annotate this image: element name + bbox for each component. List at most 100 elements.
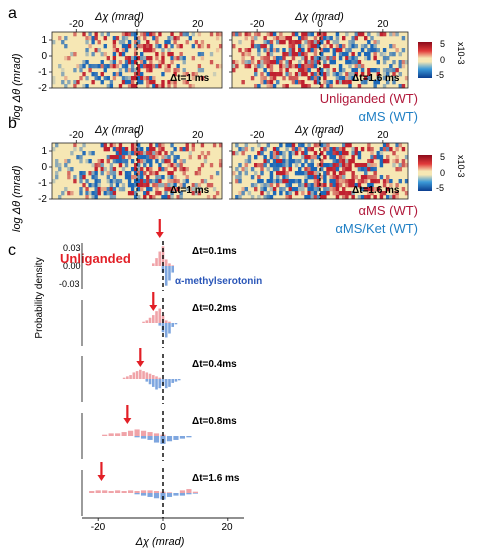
heatmap-cell bbox=[130, 159, 135, 164]
heatmap-cell bbox=[149, 159, 153, 164]
heatmap-cell bbox=[121, 52, 126, 57]
heatmap-cell bbox=[335, 167, 340, 172]
heatmap-cell bbox=[401, 60, 406, 65]
heatmap-cell bbox=[244, 36, 249, 41]
heatmap-cell bbox=[241, 187, 245, 192]
heatmap-cell bbox=[100, 60, 104, 65]
heatmap-cell bbox=[310, 171, 315, 176]
heatmap-cell bbox=[263, 163, 267, 168]
heatmap-cell bbox=[266, 84, 271, 89]
heatmap-cell bbox=[254, 84, 258, 89]
heatmap-cell bbox=[323, 36, 327, 41]
heatmap-cell bbox=[73, 143, 77, 148]
bar-ams bbox=[164, 266, 168, 286]
heatmap-cell bbox=[392, 191, 396, 196]
heatmap-cell bbox=[291, 64, 296, 69]
heatmap-cell bbox=[395, 191, 399, 196]
heatmap-cell bbox=[313, 80, 318, 85]
heatmap-cell bbox=[197, 155, 202, 160]
heatmap-cell bbox=[323, 143, 327, 148]
heatmap-cell bbox=[260, 191, 264, 196]
heatmap-cell bbox=[91, 52, 95, 57]
heatmap-cell bbox=[133, 183, 138, 188]
heatmap-cell bbox=[58, 163, 62, 168]
heatmap-cell bbox=[109, 195, 114, 200]
heatmap-cell bbox=[127, 171, 132, 176]
heatmap-cell bbox=[370, 151, 374, 156]
heatmap-cell bbox=[67, 56, 71, 61]
heatmap-cell bbox=[133, 195, 138, 200]
heatmap-cell bbox=[263, 80, 267, 85]
heatmap-cell bbox=[254, 44, 258, 49]
heatmap-cell bbox=[112, 76, 117, 81]
heatmap-cell bbox=[360, 167, 365, 172]
heatmap-cell bbox=[140, 155, 144, 160]
bar-unliganded bbox=[168, 321, 171, 323]
heatmap-cell bbox=[112, 48, 117, 53]
heatmap-cell bbox=[143, 151, 147, 156]
heatmap-cell bbox=[106, 32, 110, 37]
bar-unliganded bbox=[134, 429, 140, 436]
heatmap-cell bbox=[121, 187, 126, 192]
heatmap-cell bbox=[323, 32, 327, 37]
heatmap-cell bbox=[313, 175, 318, 180]
heatmap-cell bbox=[357, 155, 362, 160]
heatmap-cell bbox=[124, 64, 129, 69]
bar-ams bbox=[151, 379, 155, 387]
heatmap-cell bbox=[203, 179, 208, 184]
bar-ams bbox=[147, 436, 153, 440]
heatmap-cell bbox=[137, 44, 141, 49]
heatmap-cell bbox=[191, 84, 195, 89]
bar-unliganded bbox=[121, 432, 127, 436]
heatmap-cell bbox=[182, 56, 186, 61]
heatmap-cell bbox=[304, 159, 308, 164]
heatmap-cell bbox=[392, 159, 396, 164]
heatmap-cell bbox=[115, 36, 120, 41]
heatmap-cell bbox=[282, 187, 286, 192]
heatmap-cell bbox=[310, 159, 315, 164]
heatmap-cell bbox=[112, 36, 117, 41]
heatmap-cell bbox=[257, 195, 261, 200]
heatmap-cell bbox=[373, 56, 377, 61]
heatmap-cell bbox=[155, 159, 159, 164]
heatmap-cell bbox=[55, 175, 59, 180]
heatmap-cell bbox=[106, 147, 110, 152]
heatmap-cell bbox=[272, 191, 277, 196]
heatmap-cell bbox=[161, 60, 165, 65]
colorbar-a: 5 0 -5 x10-3 bbox=[418, 39, 466, 80]
panel-c-ylabel: Probability density bbox=[34, 257, 45, 338]
heatmap-cell bbox=[357, 167, 362, 172]
heatmap-cell bbox=[82, 72, 86, 77]
heatmap-cell bbox=[301, 84, 305, 89]
heatmap-cell bbox=[161, 147, 165, 152]
bar-ams bbox=[179, 436, 186, 439]
heatmap-cell bbox=[244, 171, 249, 176]
heatmap-cell bbox=[338, 72, 343, 77]
heatmap-cell bbox=[70, 151, 74, 156]
heatmap-cell bbox=[146, 64, 150, 69]
heatmap-cell bbox=[266, 183, 271, 188]
heatmap-cell bbox=[97, 183, 101, 188]
bar-unliganded bbox=[166, 492, 173, 493]
heatmap-cell bbox=[392, 60, 396, 65]
heatmap-cell bbox=[103, 147, 107, 152]
heatmap-cell bbox=[298, 183, 302, 188]
heatmap-xtick-label: -20 bbox=[250, 19, 265, 30]
heatmap-cell bbox=[247, 60, 252, 65]
heatmap-cell bbox=[313, 64, 318, 69]
heatmap-cell bbox=[130, 143, 135, 148]
heatmap-cell bbox=[70, 191, 74, 196]
bar-ams bbox=[166, 493, 173, 497]
panel-c-ylabel-text: Probability density bbox=[34, 257, 45, 338]
heatmap-cell bbox=[386, 147, 390, 152]
heatmap-cell bbox=[137, 147, 141, 152]
panel-c-xtick-mid: 0 bbox=[160, 522, 166, 533]
heatmap-cell bbox=[212, 143, 217, 148]
heatmap-cell bbox=[140, 80, 144, 85]
heatmap-cell bbox=[140, 159, 144, 164]
heatmap-cell bbox=[342, 171, 346, 176]
heatmap-cell bbox=[373, 175, 377, 180]
heatmap-cell bbox=[109, 143, 114, 148]
heatmap-cell bbox=[115, 147, 120, 152]
heatmap-cell bbox=[106, 179, 110, 184]
